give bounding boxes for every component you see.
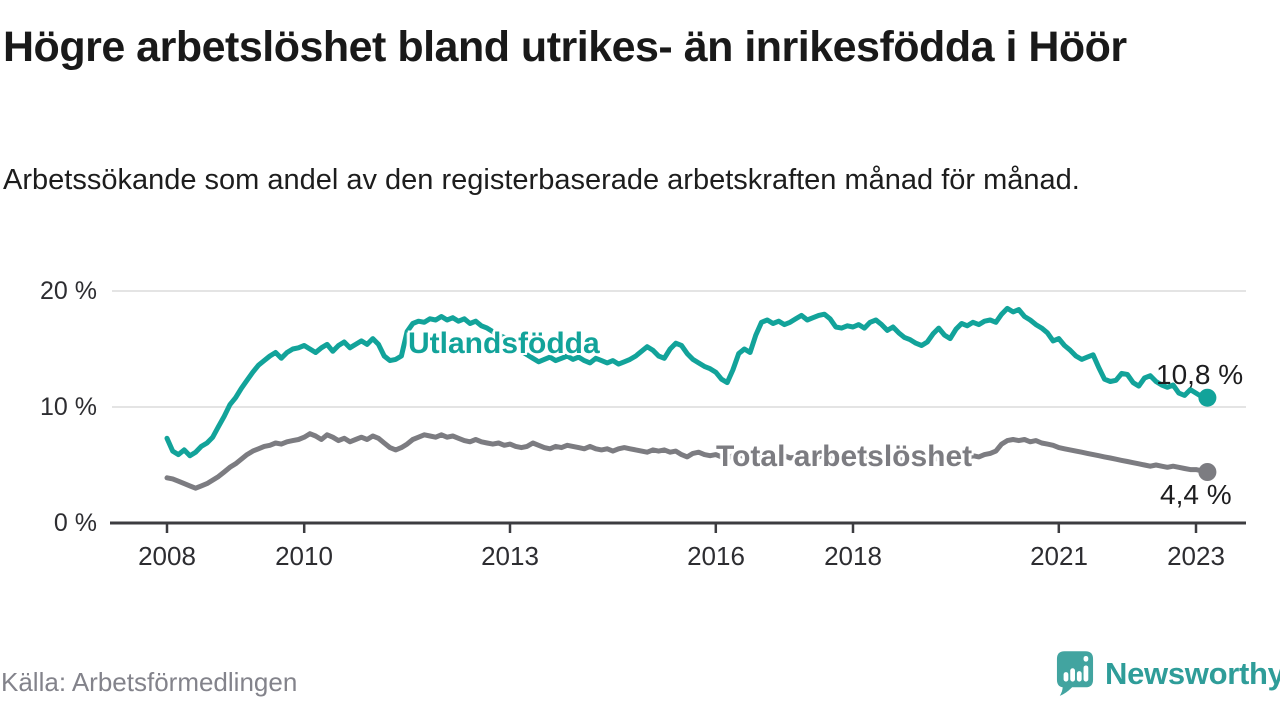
- source-note: Källa: Arbetsförmedlingen: [1, 667, 298, 697]
- x-tick-label: 2023: [1167, 541, 1225, 571]
- series-end-dot-1: [1198, 463, 1217, 481]
- end-value-label-utlandsfodda: 10,8 %: [1156, 359, 1244, 390]
- end-value-label-total-arbetsloshet: 4,4 %: [1160, 479, 1232, 510]
- series-line-1: [164, 431, 1210, 491]
- newsworthy-speech-bubble-icon: [1056, 651, 1094, 696]
- series-end-dot-0: [1198, 388, 1217, 407]
- newsworthy-wordmark: Newsworthy: [1105, 656, 1280, 691]
- x-tick-label: 2018: [824, 541, 882, 571]
- series-label-utlandsfodda: Utlandsfödda: [408, 327, 600, 360]
- series-line-0: [164, 305, 1210, 459]
- series-label-total-arbetsloshet: Total arbetslöshet: [716, 440, 973, 473]
- x-tick-label: 2008: [138, 541, 196, 571]
- x-tick-label: 2016: [687, 541, 745, 571]
- y-tick-label: 0 %: [53, 509, 97, 537]
- page-subtitle: Arbetssökande som andel av den registerb…: [3, 164, 1080, 196]
- x-tick-label: 2013: [481, 541, 539, 571]
- newsworthy-logo: Newsworthy: [1056, 650, 1280, 698]
- y-tick-label: 20 %: [40, 277, 97, 305]
- y-tick-label: 10 %: [40, 393, 97, 421]
- page-title: Högre arbetslöshet bland utrikes- än inr…: [3, 23, 1127, 71]
- x-tick-label: 2021: [1030, 541, 1088, 571]
- x-tick-label: 2010: [275, 541, 333, 571]
